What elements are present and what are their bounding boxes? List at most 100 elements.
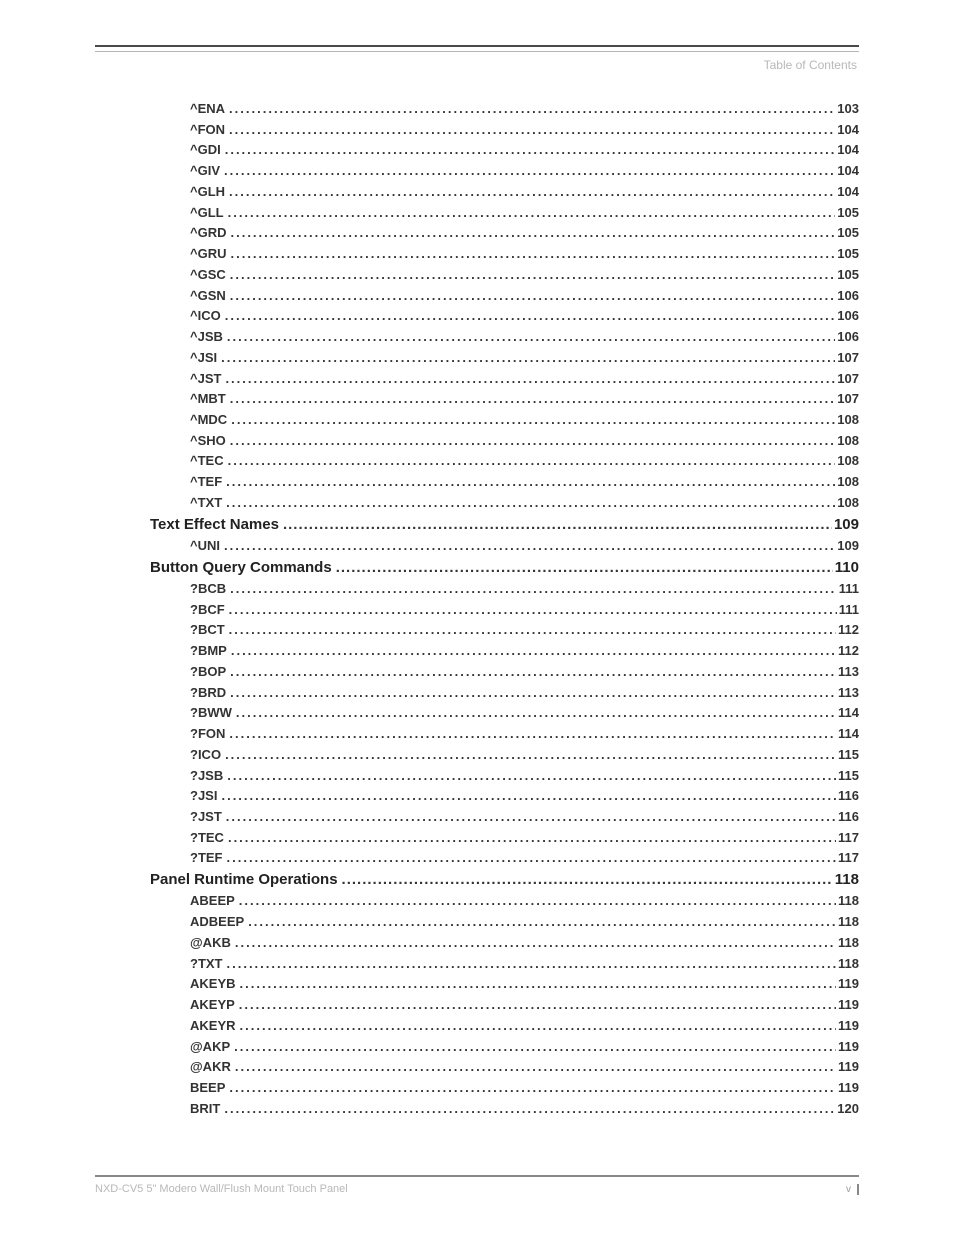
toc-entry[interactable]: ^UNI....................................… <box>95 537 859 555</box>
toc-entry[interactable]: ^GDI....................................… <box>95 141 859 159</box>
toc-entry[interactable]: ?TEC....................................… <box>95 829 859 847</box>
toc-entry[interactable]: ^GIV....................................… <box>95 162 859 180</box>
toc-entry[interactable]: ?JSB....................................… <box>95 767 859 785</box>
toc-entry-label: ?TEF <box>190 849 227 867</box>
toc-entry[interactable]: Text Effect Names.......................… <box>95 515 859 535</box>
toc-entry-page: 113 <box>836 663 859 681</box>
toc-entry[interactable]: Panel Runtime Operations................… <box>95 870 859 890</box>
footer-pagenum: v <box>842 1184 859 1195</box>
toc-entry-label: ^GDI <box>190 141 225 159</box>
toc-entry-page: 107 <box>835 390 859 408</box>
toc-entry[interactable]: ^GRU....................................… <box>95 245 859 263</box>
toc-entry[interactable]: AKEYR...................................… <box>95 1017 859 1035</box>
toc-entry[interactable]: ^TEC....................................… <box>95 452 859 470</box>
toc-entry[interactable]: ?BRD....................................… <box>95 684 859 702</box>
toc-entry[interactable]: ?BCT....................................… <box>95 621 859 639</box>
toc-entry-page: 119 <box>836 975 859 993</box>
toc-entry[interactable]: @AKP....................................… <box>95 1038 859 1056</box>
toc-entry[interactable]: ^GRD....................................… <box>95 224 859 242</box>
toc-entry[interactable]: ABEEP...................................… <box>95 892 859 910</box>
footer: NXD-CV5 5" Modero Wall/Flush Mount Touch… <box>95 1175 859 1195</box>
toc-entry[interactable]: ?BCB....................................… <box>95 580 859 598</box>
toc-entry[interactable]: ^GSC....................................… <box>95 266 859 284</box>
toc-entry[interactable]: ^ENA....................................… <box>95 100 859 118</box>
toc-entry-page: 119 <box>836 1017 859 1035</box>
toc-entry[interactable]: ^JSB....................................… <box>95 328 859 346</box>
toc-entry-label: AKEYB <box>190 975 240 993</box>
toc-entry[interactable]: ?TEF....................................… <box>95 849 859 867</box>
toc-entry[interactable]: ADBEEP..................................… <box>95 913 859 931</box>
toc-entry-page: 112 <box>836 621 859 639</box>
toc-entry[interactable]: @AKB....................................… <box>95 934 859 952</box>
toc-entry-page: 115 <box>836 746 859 764</box>
toc-leader-dots: ........................................… <box>231 411 835 429</box>
toc-entry[interactable]: ?BMP....................................… <box>95 642 859 660</box>
toc-entry[interactable]: ?JSI....................................… <box>95 787 859 805</box>
toc-entry[interactable]: ^TXT....................................… <box>95 494 859 512</box>
toc-entry-label: ?TEC <box>190 829 228 847</box>
toc-entry-label: ?JSI <box>190 787 221 805</box>
toc-leader-dots: ........................................… <box>225 141 836 159</box>
toc-entry[interactable]: AKEYB...................................… <box>95 975 859 993</box>
toc-leader-dots: ........................................… <box>235 934 836 952</box>
toc-leader-dots: ........................................… <box>226 808 836 826</box>
toc-entry-page: 111 <box>837 580 859 598</box>
toc-entry-page: 108 <box>835 494 859 512</box>
toc-entry-page: 104 <box>835 121 859 139</box>
toc-entry[interactable]: ^TEF....................................… <box>95 473 859 491</box>
toc-entry[interactable]: ?BCF....................................… <box>95 601 859 619</box>
toc-entry[interactable]: ^ICO....................................… <box>95 307 859 325</box>
toc-leader-dots: ........................................… <box>229 725 836 743</box>
toc-entry[interactable]: ^MDC....................................… <box>95 411 859 429</box>
toc-leader-dots: ........................................… <box>236 704 836 722</box>
toc-entry[interactable]: ^MBT....................................… <box>95 390 859 408</box>
toc-entry-page: 119 <box>836 1079 859 1097</box>
toc-entry-label: ?BRD <box>190 684 230 702</box>
toc-leader-dots: ........................................… <box>239 892 836 910</box>
toc-entry-label: ^GLH <box>190 183 229 201</box>
toc-entry-page: 114 <box>836 704 859 722</box>
toc-entry-label: AKEYR <box>190 1017 240 1035</box>
toc-entry[interactable]: ^JST....................................… <box>95 370 859 388</box>
toc-entry[interactable]: BEEP....................................… <box>95 1079 859 1097</box>
toc-entry[interactable]: ^GLH....................................… <box>95 183 859 201</box>
toc-entry[interactable]: AKEYP...................................… <box>95 996 859 1014</box>
toc-entry[interactable]: ^GSN....................................… <box>95 287 859 305</box>
header-label: Table of Contents <box>95 58 859 72</box>
toc-leader-dots: ........................................… <box>240 1017 837 1035</box>
toc-entry[interactable]: Button Query Commands...................… <box>95 558 859 578</box>
toc-leader-dots: ........................................… <box>230 432 836 450</box>
toc-leader-dots: ........................................… <box>230 287 836 305</box>
toc-leader-dots: ........................................… <box>227 328 835 346</box>
toc-entry-page: 105 <box>835 245 859 263</box>
toc-entry-page: 105 <box>835 266 859 284</box>
toc-entry-page: 108 <box>835 432 859 450</box>
toc-entry[interactable]: ?BWW....................................… <box>95 704 859 722</box>
toc-entry-label: ?BCB <box>190 580 230 598</box>
toc-entry[interactable]: BRIT....................................… <box>95 1100 859 1118</box>
toc-entry-page: 104 <box>835 183 859 201</box>
toc-entry[interactable]: ?JST....................................… <box>95 808 859 826</box>
toc-entry[interactable]: ?ICO....................................… <box>95 746 859 764</box>
footer-product: NXD-CV5 5" Modero Wall/Flush Mount Touch… <box>95 1183 348 1195</box>
toc-entry-label: @AKB <box>190 934 235 952</box>
toc-leader-dots: ........................................… <box>231 642 836 660</box>
toc-entry-label: Panel Runtime Operations <box>150 870 342 890</box>
header-sub-rule <box>95 51 859 52</box>
toc-entry[interactable]: ^SHO....................................… <box>95 432 859 450</box>
toc-entry[interactable]: ^GLL....................................… <box>95 204 859 222</box>
toc-leader-dots: ........................................… <box>235 1058 836 1076</box>
toc-leader-dots: ........................................… <box>226 473 835 491</box>
toc-entry-page: 110 <box>833 558 859 578</box>
toc-leader-dots: ........................................… <box>234 1038 836 1056</box>
toc-entry[interactable]: @AKR....................................… <box>95 1058 859 1076</box>
toc-entry[interactable]: ^JSI....................................… <box>95 349 859 367</box>
toc-entry[interactable]: ?BOP....................................… <box>95 663 859 681</box>
toc-leader-dots: ........................................… <box>248 913 836 931</box>
toc-entry[interactable]: ?FON....................................… <box>95 725 859 743</box>
toc-entry-page: 118 <box>836 955 859 973</box>
toc-entry-page: 109 <box>835 537 859 555</box>
toc-entry[interactable]: ?TXT....................................… <box>95 955 859 973</box>
toc-entry[interactable]: ^FON....................................… <box>95 121 859 139</box>
toc-leader-dots: ........................................… <box>230 390 836 408</box>
